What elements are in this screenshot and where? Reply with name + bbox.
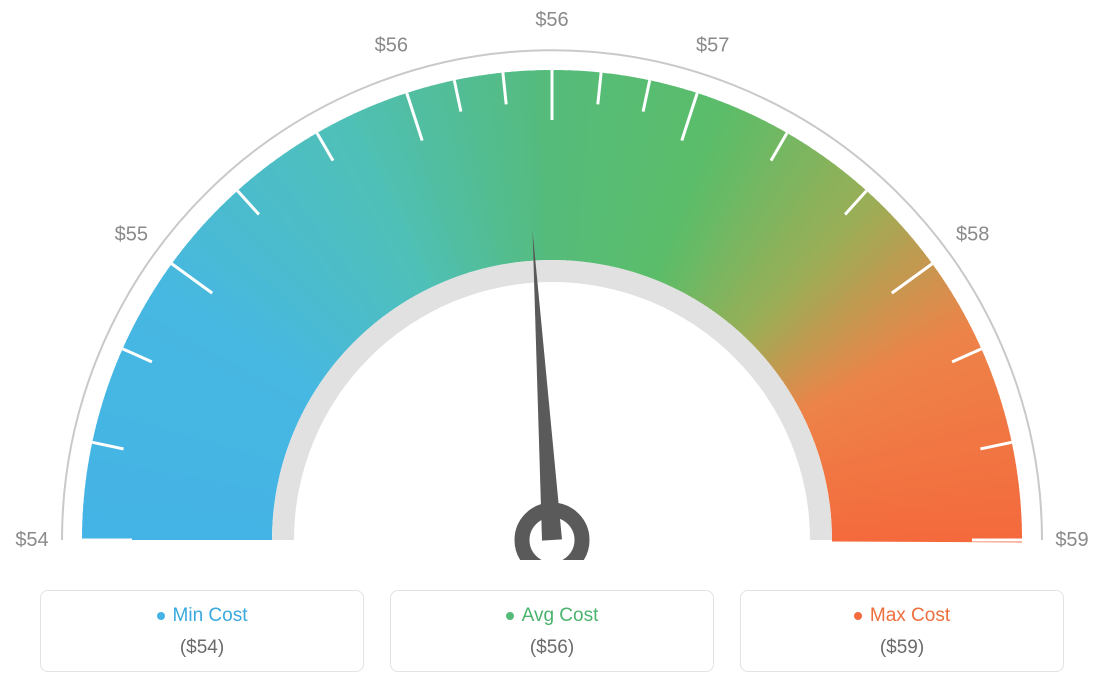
legend-label-max: Max Cost bbox=[870, 605, 950, 627]
legend-title-max: Max Cost bbox=[854, 605, 950, 627]
gauge-tick-label: $54 bbox=[15, 529, 48, 551]
legend-value-min: ($54) bbox=[51, 637, 353, 659]
gauge-tick-label: $56 bbox=[535, 9, 568, 31]
legend-dot-avg bbox=[506, 612, 514, 620]
gauge-tick-label: $56 bbox=[375, 34, 408, 56]
legend-label-min: Min Cost bbox=[173, 605, 248, 627]
legend-value-avg: ($56) bbox=[401, 637, 703, 659]
gauge-tick-label: $55 bbox=[115, 223, 148, 245]
gauge-tick-label: $57 bbox=[696, 34, 729, 56]
legend-dot-max bbox=[854, 612, 862, 620]
gauge-svg: $54 $55 $56 $56 $57 $58 $59 bbox=[0, 0, 1104, 560]
legend-title-min: Min Cost bbox=[157, 605, 248, 627]
legend-value-max: ($59) bbox=[751, 637, 1053, 659]
gauge-tick-label: $58 bbox=[956, 223, 989, 245]
legend-card-max: Max Cost ($59) bbox=[740, 590, 1064, 672]
gauge-tick-label: $59 bbox=[1055, 529, 1088, 551]
legend-card-avg: Avg Cost ($56) bbox=[390, 590, 714, 672]
legend-title-avg: Avg Cost bbox=[506, 605, 599, 627]
legend: Min Cost ($54) Avg Cost ($56) Max Cost (… bbox=[0, 590, 1104, 672]
legend-label-avg: Avg Cost bbox=[522, 605, 599, 627]
cost-gauge: $54 $55 $56 $56 $57 $58 $59 bbox=[0, 0, 1104, 560]
legend-dot-min bbox=[157, 612, 165, 620]
legend-card-min: Min Cost ($54) bbox=[40, 590, 364, 672]
